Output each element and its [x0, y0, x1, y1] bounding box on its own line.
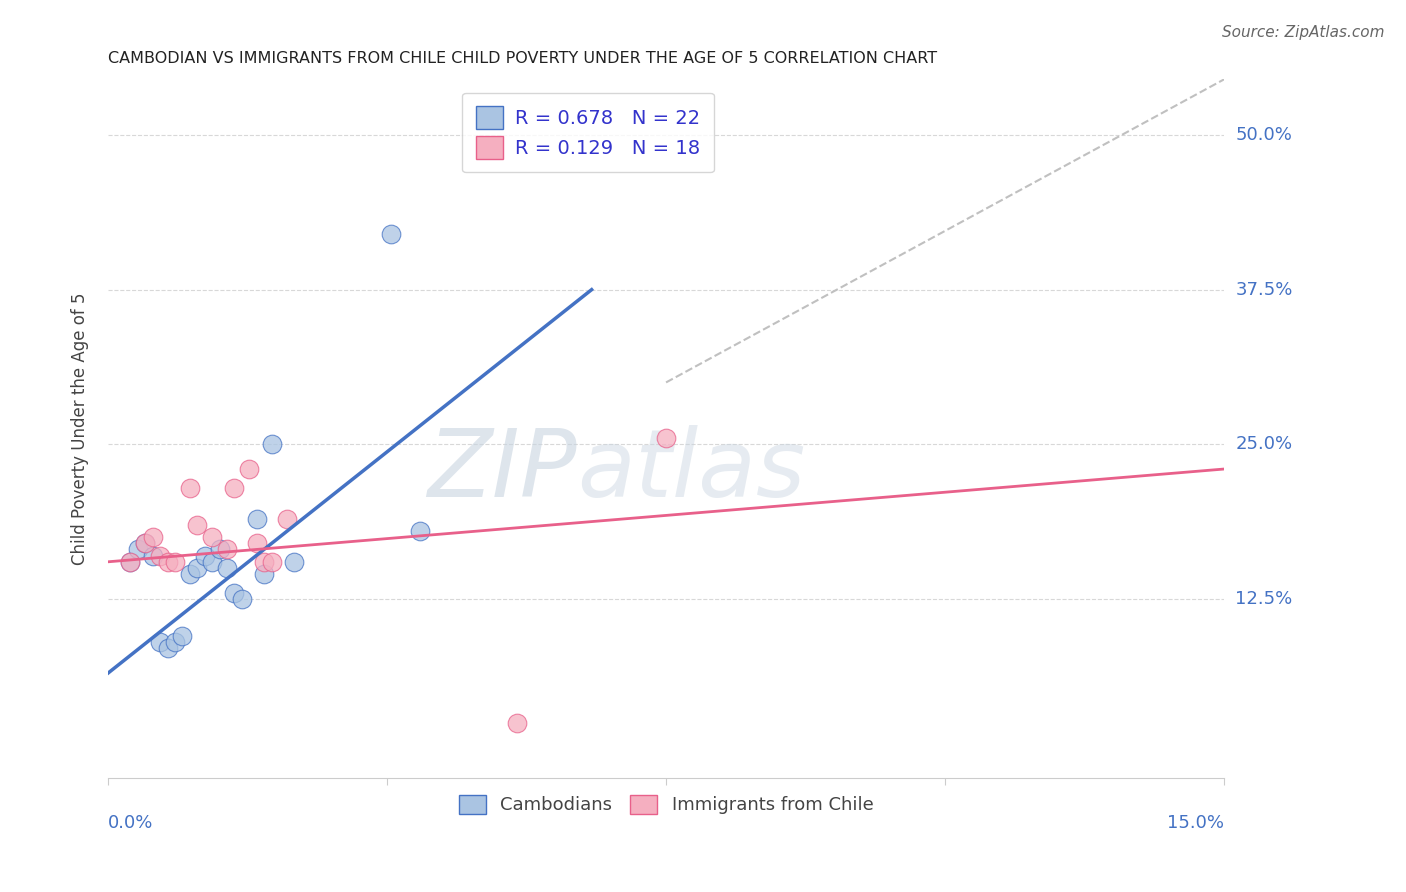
Point [179, 567, 201, 582]
Point [134, 536, 156, 550]
Point [194, 549, 217, 563]
Point [127, 542, 149, 557]
Point [224, 481, 246, 495]
Text: 50.0%: 50.0% [1236, 126, 1292, 144]
Point [179, 481, 201, 495]
Point [215, 561, 238, 575]
Text: atlas: atlas [576, 425, 806, 516]
Point [186, 561, 208, 575]
Text: 25.0%: 25.0% [1236, 435, 1292, 453]
Point [149, 549, 172, 563]
Point [142, 549, 165, 563]
Text: 0.0%: 0.0% [108, 814, 153, 832]
Point [246, 511, 269, 525]
Text: CAMBODIAN VS IMMIGRANTS FROM CHILE CHILD POVERTY UNDER THE AGE OF 5 CORRELATION : CAMBODIAN VS IMMIGRANTS FROM CHILE CHILD… [108, 51, 938, 66]
Point [283, 555, 305, 569]
Point [215, 542, 238, 557]
Point [120, 555, 142, 569]
Text: Source: ZipAtlas.com: Source: ZipAtlas.com [1222, 25, 1385, 40]
Legend: Cambodians, Immigrants from Chile: Cambodians, Immigrants from Chile [451, 788, 880, 822]
Point [208, 542, 231, 557]
Point [156, 555, 179, 569]
Point [186, 517, 208, 532]
Point [201, 555, 224, 569]
Point [260, 555, 283, 569]
Point [409, 524, 432, 538]
Text: ZIP: ZIP [427, 425, 576, 516]
Point [246, 536, 269, 550]
Y-axis label: Child Poverty Under the Age of 5: Child Poverty Under the Age of 5 [72, 293, 89, 565]
Point [276, 511, 298, 525]
Text: 12.5%: 12.5% [1236, 590, 1292, 608]
Point [260, 437, 283, 451]
Point [149, 635, 172, 649]
Point [655, 431, 678, 445]
Point [253, 555, 276, 569]
Point [156, 641, 179, 656]
Point [224, 585, 246, 599]
Point [506, 715, 529, 730]
Point [238, 462, 260, 476]
Point [163, 635, 186, 649]
Point [231, 591, 253, 606]
Point [163, 555, 186, 569]
Point [120, 555, 142, 569]
Point [380, 227, 402, 241]
Text: 15.0%: 15.0% [1167, 814, 1225, 832]
Point [253, 567, 276, 582]
Point [201, 530, 224, 544]
Point [142, 530, 165, 544]
Text: 37.5%: 37.5% [1236, 281, 1292, 299]
Point [134, 536, 156, 550]
Point [172, 629, 194, 643]
